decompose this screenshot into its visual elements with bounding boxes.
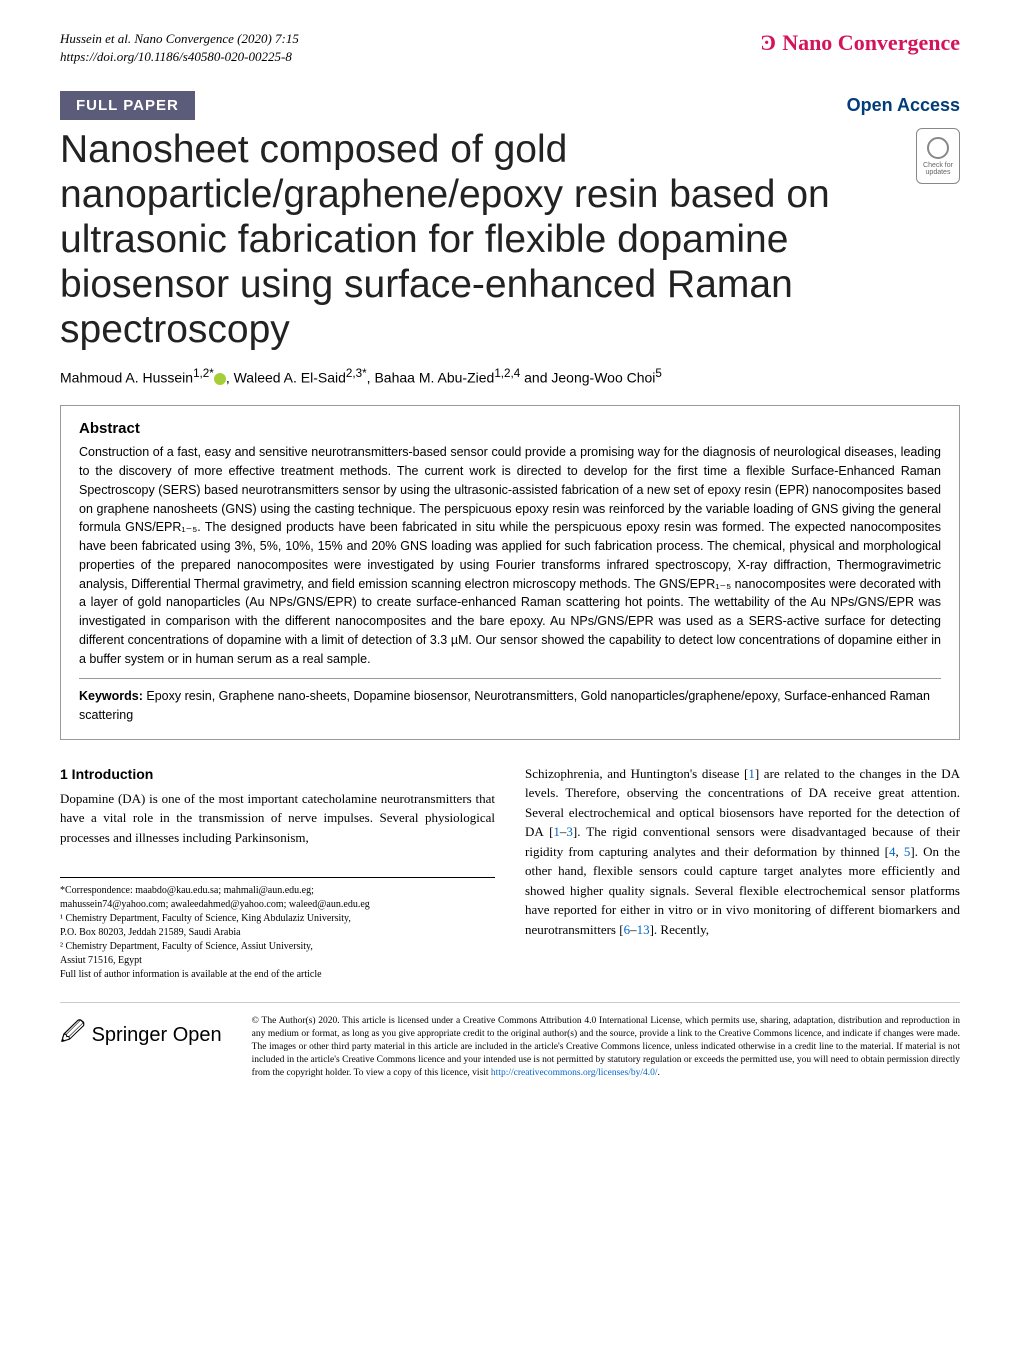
springer-text: Springer Open	[92, 1024, 222, 1047]
correspondence-line: P.O. Box 80203, Jeddah 21589, Saudi Arab…	[60, 926, 495, 940]
keywords-line: Keywords: Epoxy resin, Graphene nano-she…	[79, 678, 941, 725]
correspondence-line: mahussein74@yahoo.com; awaleedahmed@yaho…	[60, 898, 495, 912]
correspondence-block: *Correspondence: maabdo@kau.edu.sa; mahm…	[60, 877, 495, 982]
journal-logo: ϿNano Convergence	[760, 30, 960, 56]
correspondence-line: *Correspondence: maabdo@kau.edu.sa; mahm…	[60, 884, 495, 898]
page-header: Hussein et al. Nano Convergence (2020) 7…	[60, 30, 960, 66]
intro-text: Schizophrenia, and Huntington's disease …	[525, 766, 748, 781]
keywords-text: Epoxy resin, Graphene nano-sheets, Dopam…	[79, 689, 930, 722]
abstract-text: Construction of a fast, easy and sensiti…	[79, 443, 941, 668]
open-access-label: Open Access	[847, 95, 960, 116]
check-updates-label: Check for updates	[921, 162, 955, 176]
intro-col1-text: Dopamine (DA) is one of the most importa…	[60, 789, 495, 848]
citation-block: Hussein et al. Nano Convergence (2020) 7…	[60, 30, 299, 66]
ref-comma: ,	[895, 844, 903, 859]
title-row: Nanosheet composed of gold nanoparticle/…	[60, 128, 960, 366]
correspondence-line: Assiut 71516, Egypt	[60, 954, 495, 968]
body-columns: 1 Introduction Dopamine (DA) is one of t…	[60, 764, 960, 983]
orcid-icon[interactable]	[214, 373, 226, 385]
license-text: © The Author(s) 2020. This article is li…	[252, 1015, 960, 1079]
column-left: 1 Introduction Dopamine (DA) is one of t…	[60, 764, 495, 983]
intro-text: ]. Recently,	[650, 922, 709, 937]
license-link[interactable]: http://creativecommons.org/licenses/by/4…	[491, 1068, 658, 1078]
journal-logo-icon: Ͽ	[760, 30, 776, 56]
check-updates-icon	[927, 137, 949, 159]
check-updates-badge[interactable]: Check for updates	[916, 128, 960, 184]
correspondence-line: ¹ Chemistry Department, Faculty of Scien…	[60, 912, 495, 926]
article-title: Nanosheet composed of gold nanoparticle/…	[60, 128, 904, 352]
footer-row: 🖉 Springer Open © The Author(s) 2020. Th…	[60, 1002, 960, 1079]
license-end: .	[658, 1068, 660, 1078]
abstract-box: Abstract Construction of a fast, easy an…	[60, 405, 960, 740]
abstract-heading: Abstract	[79, 420, 941, 437]
intro-heading: 1 Introduction	[60, 764, 495, 785]
label-bar: FULL PAPER Open Access	[60, 91, 960, 120]
journal-name: Nano Convergence	[782, 30, 960, 55]
correspondence-line: Full list of author information is avail…	[60, 968, 495, 982]
keywords-label: Keywords:	[79, 689, 143, 703]
citation-line: Hussein et al. Nano Convergence (2020) 7…	[60, 30, 299, 48]
column-right: Schizophrenia, and Huntington's disease …	[525, 764, 960, 983]
full-paper-tag: FULL PAPER	[60, 91, 195, 120]
springer-logo: 🖉 Springer Open	[60, 1015, 222, 1056]
authors-line: Mahmoud A. Hussein1,2*, Waleed A. El-Sai…	[60, 367, 960, 386]
doi-line: https://doi.org/10.1186/s40580-020-00225…	[60, 48, 299, 66]
correspondence-line: ² Chemistry Department, Faculty of Scien…	[60, 940, 495, 954]
ref-link[interactable]: 13	[637, 922, 650, 937]
springer-icon: 🖉	[60, 1015, 86, 1056]
